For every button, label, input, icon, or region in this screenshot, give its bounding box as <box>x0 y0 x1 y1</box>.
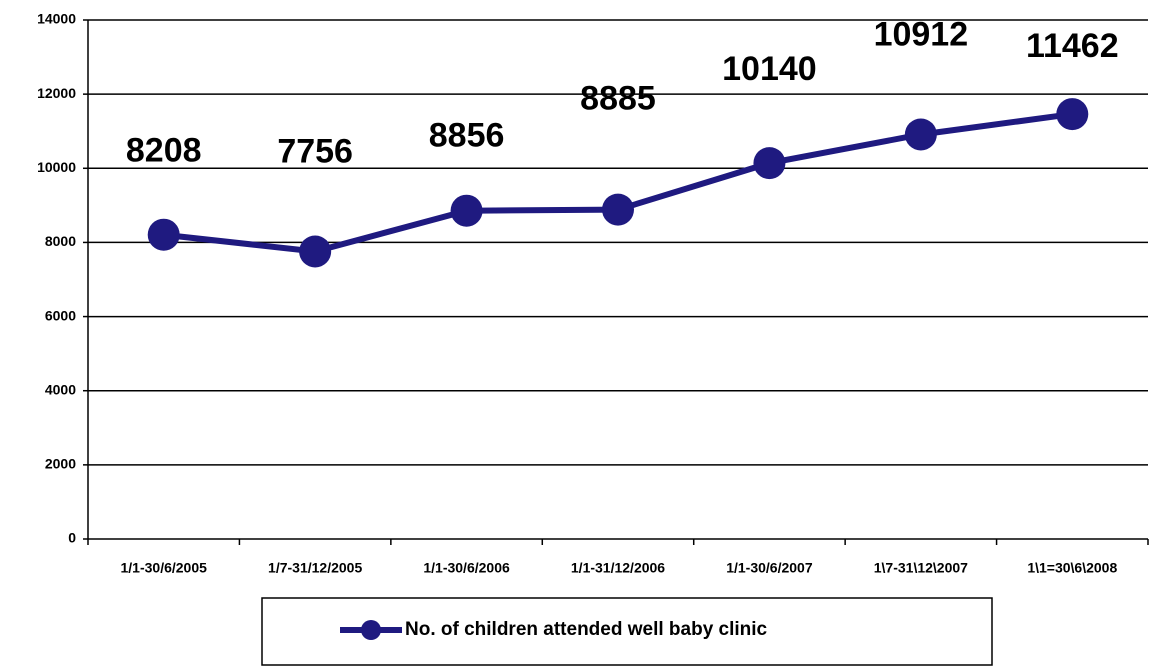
data-label: 10912 <box>874 15 969 53</box>
point-marker <box>602 193 634 226</box>
legend-label: No. of children attended well baby clini… <box>405 619 768 640</box>
x-tick-label: 1/7-31/12/2005 <box>268 560 362 576</box>
legend-marker <box>361 620 381 640</box>
x-tick-label: 1/1-30/6/2005 <box>121 560 208 576</box>
y-tick-label: 8000 <box>45 233 76 249</box>
x-tick-label: 1/1-31/12/2006 <box>571 560 665 576</box>
y-tick-label: 10000 <box>37 159 76 175</box>
x-tick-label: 1/1-30/6/2006 <box>423 560 510 576</box>
y-tick-label: 6000 <box>45 307 76 323</box>
x-tick-label: 1\7-31\12\2007 <box>874 560 968 576</box>
y-tick-label: 0 <box>68 530 76 546</box>
y-tick-label: 12000 <box>37 85 76 101</box>
y-tick-label: 2000 <box>45 456 76 472</box>
x-tick-label: 1\1=30\6\2008 <box>1027 560 1117 576</box>
y-tick-label: 4000 <box>45 381 76 397</box>
data-label: 8885 <box>580 80 656 118</box>
data-label: 7756 <box>277 132 353 170</box>
data-label: 11462 <box>1026 27 1119 65</box>
y-tick-label: 14000 <box>37 11 76 27</box>
data-label: 8856 <box>429 117 505 155</box>
data-label: 10140 <box>722 50 817 88</box>
point-marker <box>904 118 937 151</box>
point-marker <box>1056 98 1089 131</box>
x-tick-label: 1/1-30/6/2007 <box>726 560 813 576</box>
point-marker <box>450 194 483 227</box>
point-marker <box>299 235 332 268</box>
data-label: 8208 <box>126 132 202 170</box>
point-marker <box>753 147 786 180</box>
point-marker <box>147 218 180 251</box>
